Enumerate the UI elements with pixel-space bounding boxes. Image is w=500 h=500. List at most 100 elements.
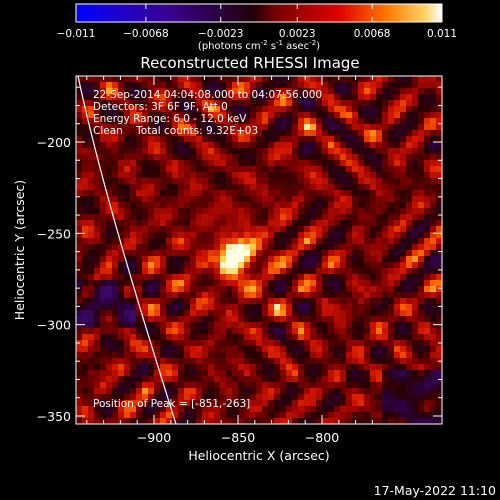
heatmap-cell: [334, 316, 340, 322]
heatmap-cell: [184, 244, 190, 250]
heatmap-cell: [424, 250, 430, 256]
heatmap-cell: [304, 268, 310, 274]
heatmap-cell: [310, 328, 316, 334]
heatmap-cell: [142, 400, 148, 406]
heatmap-cell: [82, 148, 88, 154]
heatmap-cell: [400, 172, 406, 178]
heatmap-cell: [268, 322, 274, 328]
heatmap-cell: [388, 298, 394, 304]
heatmap-cell: [160, 142, 166, 148]
heatmap-cell: [346, 220, 352, 226]
heatmap-cell: [118, 112, 124, 118]
heatmap-cell: [208, 130, 214, 136]
heatmap-cell: [292, 394, 298, 400]
heatmap-cell: [376, 352, 382, 358]
heatmap-cell: [160, 304, 166, 310]
heatmap-cell: [232, 418, 238, 424]
heatmap-cell: [208, 202, 214, 208]
heatmap-cell: [436, 118, 442, 124]
heatmap-cell: [286, 346, 292, 352]
heatmap-cell: [346, 292, 352, 298]
heatmap-cell: [82, 100, 88, 106]
heatmap-cell: [322, 370, 328, 376]
heatmap-cell: [358, 316, 364, 322]
heatmap-cell: [352, 136, 358, 142]
heatmap-cell: [130, 322, 136, 328]
heatmap-cell: [214, 382, 220, 388]
heatmap-cell: [76, 280, 82, 286]
heatmap-cell: [160, 244, 166, 250]
heatmap-cell: [226, 130, 232, 136]
heatmap-cell: [76, 160, 82, 166]
heatmap-cell: [424, 148, 430, 154]
heatmap-cell: [316, 280, 322, 286]
heatmap-cell: [358, 100, 364, 106]
heatmap-cell: [148, 202, 154, 208]
heatmap-cell: [250, 322, 256, 328]
heatmap-cell: [100, 94, 106, 100]
heatmap-cell: [196, 328, 202, 334]
heatmap-cell: [292, 292, 298, 298]
heatmap-cell: [172, 112, 178, 118]
heatmap-cell: [160, 250, 166, 256]
heatmap-cell: [382, 100, 388, 106]
heatmap-cell: [418, 76, 424, 82]
heatmap-cell: [220, 214, 226, 220]
heatmap-cell: [394, 250, 400, 256]
heatmap-cell: [142, 220, 148, 226]
heatmap-cell: [142, 214, 148, 220]
heatmap-cell: [202, 106, 208, 112]
heatmap-cell: [214, 274, 220, 280]
heatmap-cell: [406, 82, 412, 88]
heatmap-cell: [202, 406, 208, 412]
heatmap-cell: [406, 364, 412, 370]
heatmap-cell: [190, 352, 196, 358]
heatmap-cell: [316, 334, 322, 340]
heatmap-cell: [406, 352, 412, 358]
heatmap-cell: [112, 268, 118, 274]
heatmap-cell: [406, 322, 412, 328]
heatmap-cell: [154, 262, 160, 268]
heatmap-cell: [292, 400, 298, 406]
heatmap-cell: [268, 82, 274, 88]
heatmap-cell: [352, 256, 358, 262]
heatmap-cell: [124, 292, 130, 298]
heatmap-cell: [130, 166, 136, 172]
heatmap-cell: [286, 310, 292, 316]
heatmap-cell: [154, 166, 160, 172]
heatmap-cell: [400, 382, 406, 388]
heatmap-cell: [322, 322, 328, 328]
heatmap-cell: [76, 100, 82, 106]
heatmap-cell: [238, 310, 244, 316]
heatmap-cell: [304, 364, 310, 370]
heatmap-cell: [322, 316, 328, 322]
heatmap-cell: [436, 292, 442, 298]
heatmap-cell: [154, 418, 160, 424]
heatmap-cell: [382, 382, 388, 388]
heatmap-cell: [412, 322, 418, 328]
heatmap-cell: [238, 136, 244, 142]
heatmap-cell: [316, 88, 322, 94]
heatmap-cell: [304, 358, 310, 364]
heatmap-cell: [82, 352, 88, 358]
heatmap-cell: [334, 172, 340, 178]
heatmap-cell: [310, 274, 316, 280]
heatmap-cell: [172, 400, 178, 406]
heatmap-cell: [178, 208, 184, 214]
heatmap-cell: [130, 244, 136, 250]
heatmap-cell: [244, 88, 250, 94]
heatmap-cell: [178, 124, 184, 130]
heatmap-cell: [136, 208, 142, 214]
heatmap-cell: [148, 76, 154, 82]
heatmap-cell: [82, 346, 88, 352]
heatmap-cell: [136, 358, 142, 364]
heatmap-cell: [124, 244, 130, 250]
heatmap-cell: [400, 250, 406, 256]
heatmap-cell: [172, 370, 178, 376]
heatmap-cell: [304, 262, 310, 268]
heatmap-cell: [76, 352, 82, 358]
heatmap-cell: [124, 256, 130, 262]
heatmap-cell: [370, 232, 376, 238]
heatmap-cell: [388, 88, 394, 94]
heatmap-cell: [244, 322, 250, 328]
